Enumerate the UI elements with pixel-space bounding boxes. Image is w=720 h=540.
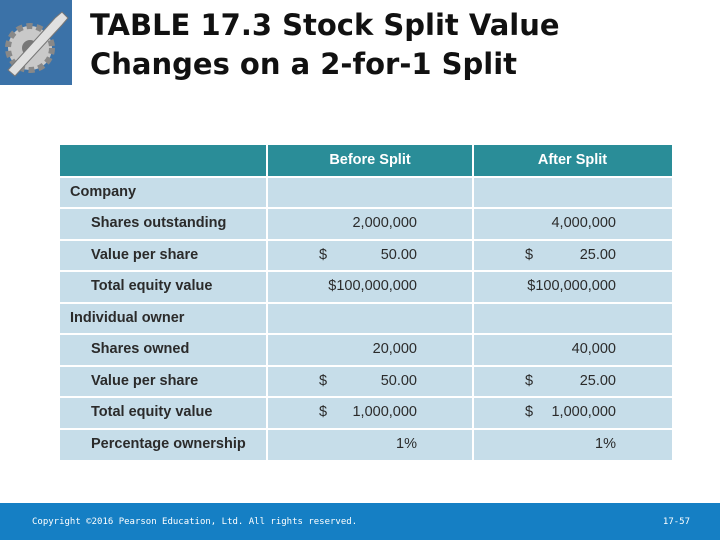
amount: 20,000 [372,341,417,357]
amount: $100,000,000 [527,278,616,294]
column-header: After Split [473,145,672,177]
row-label: Total equity value [91,404,213,420]
row-divider [60,301,672,304]
title-line: TABLE 17.3 Stock Split Value [90,8,560,42]
currency-sign: $ [525,372,534,389]
amount: 1% [595,435,616,452]
currency-sign: $ [525,246,534,263]
footer: Copyright ©2016 Pearson Education, Ltd. … [0,503,720,540]
row-divider [60,427,672,430]
icon [0,0,72,85]
amount: 1% [396,435,417,452]
amount: 4,000,000 [551,215,616,231]
currency-sign: $ [319,246,328,263]
currency-sign: $ [525,404,534,420]
row-label: Shares owned [91,341,190,357]
row-divider [60,270,672,272]
copyright: Copyright ©2016 Pearson Education, Ltd. … [32,517,358,527]
row-divider [60,364,672,367]
column-divider [266,145,268,460]
row-divider [60,396,672,398]
column-divider [472,145,474,460]
row-label: Total equity value [91,278,213,294]
amount: 50.00 [380,246,417,263]
amount: 1,000,000 [352,404,417,420]
column-header: Before Split [267,145,473,177]
row-divider [60,207,672,209]
wrench [7,11,69,77]
row-label: Shares outstanding [91,215,227,231]
section-label: Company [70,183,137,200]
amount: $100,000,000 [328,278,417,294]
table: Before Split After Split Company Shares out… [60,145,672,460]
row-label: Value per share [91,372,199,389]
row-divider [60,333,672,335]
amount: 25.00 [579,246,616,263]
amount: 40,000 [571,341,616,357]
title-line: Changes on a 2-for-1 Split [90,47,518,81]
amount: 2,000,000 [352,215,417,231]
currency-sign: $ [319,372,328,389]
title: TABLE 17.3 Stock Split Value Changes on … [90,6,560,84]
row-divider [60,238,672,241]
row-label: Value per share [91,246,199,263]
section-label: Individual owner [70,309,185,326]
header-cell [60,145,267,177]
row-divider [60,175,672,178]
amount: 25.00 [579,372,616,389]
amount: 1,000,000 [551,404,616,420]
row-label: Percentage ownership [91,435,246,452]
page-number: 17-57 [662,517,690,527]
amount: 50.00 [380,372,417,389]
currency-sign: $ [319,404,328,420]
